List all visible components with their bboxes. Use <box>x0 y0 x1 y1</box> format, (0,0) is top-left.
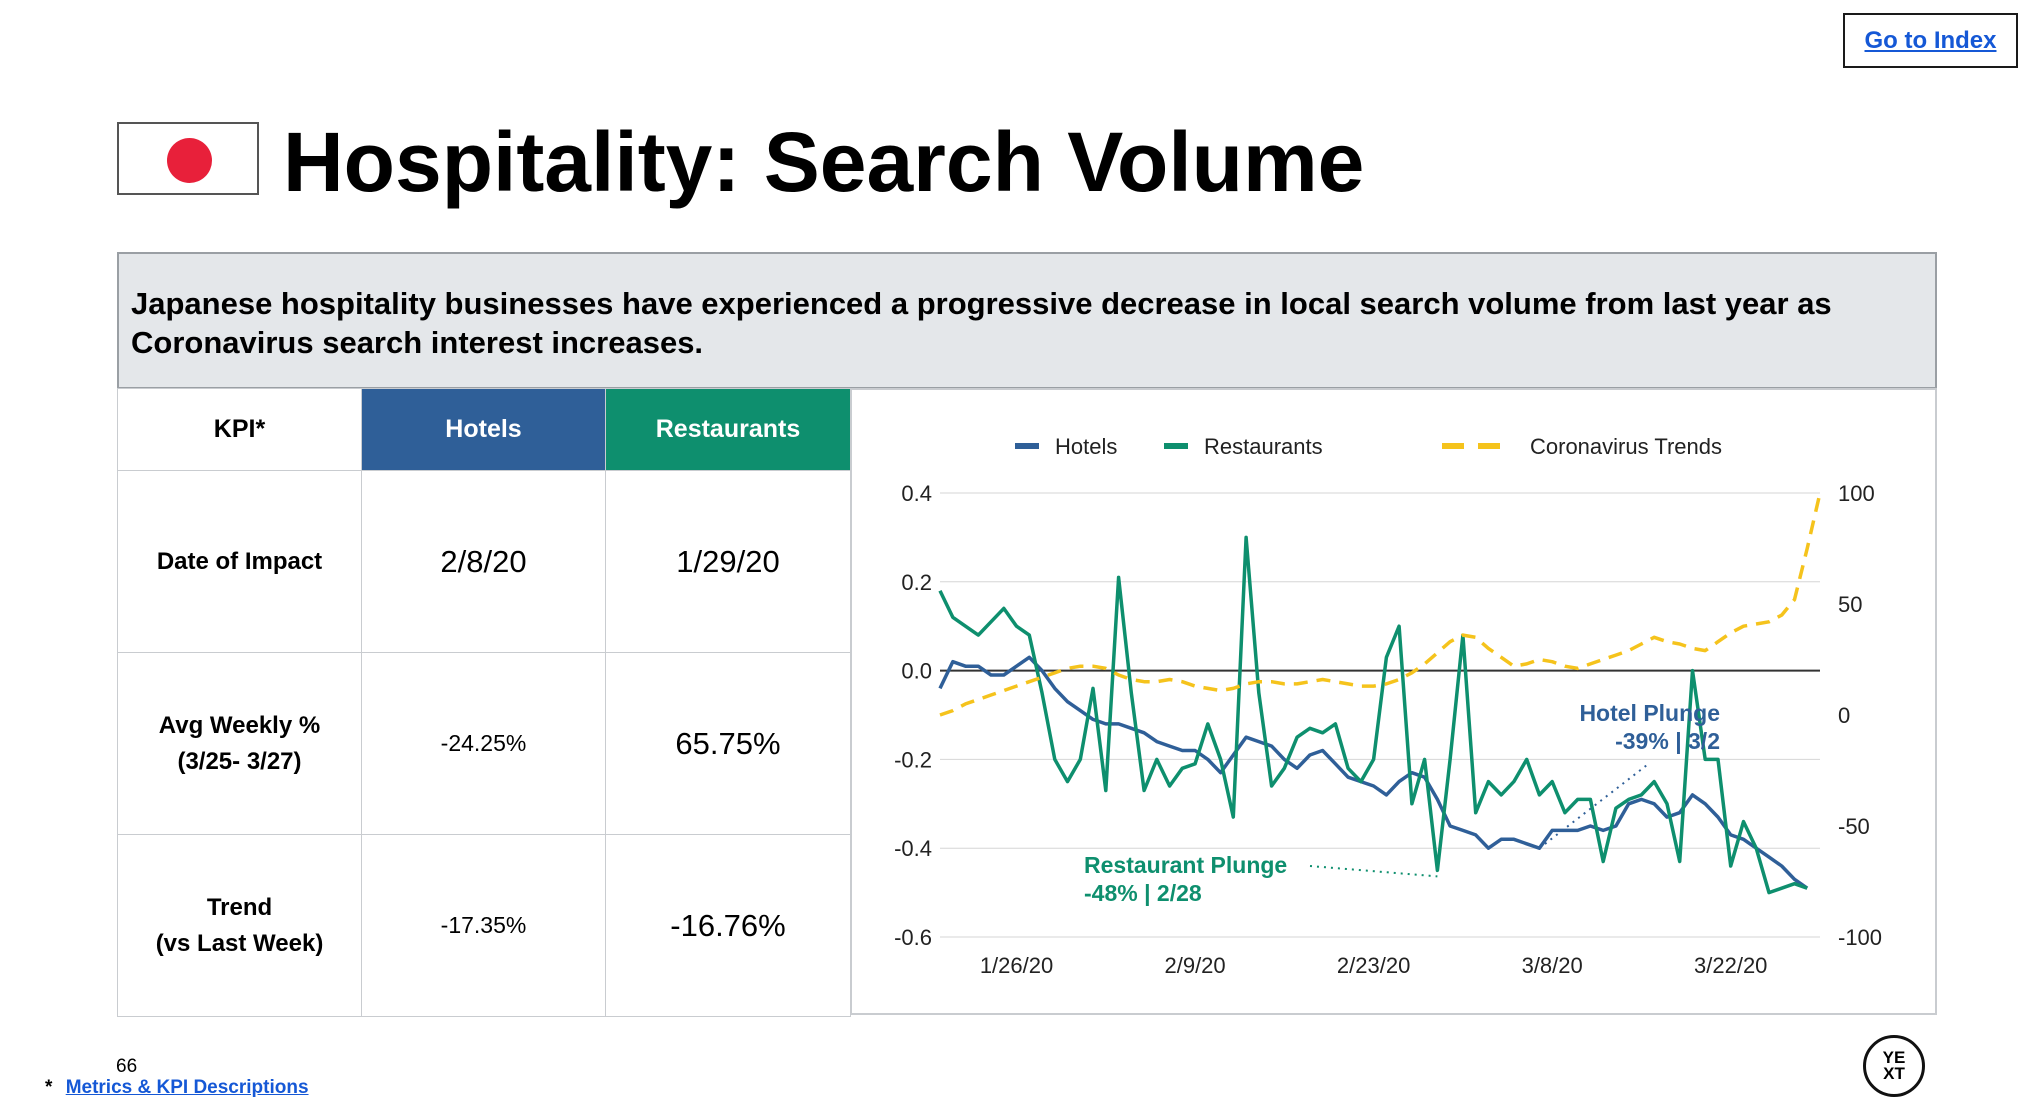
page-title: Hospitality: Search Volume <box>283 115 1365 209</box>
row-label-avg-weekly: Avg Weekly % (3/25- 3/27) <box>117 652 362 835</box>
table-row: Trend (vs Last Week) -17.35% -16.76% <box>117 834 851 1017</box>
go-to-index-link[interactable]: Go to Index <box>1864 26 1997 54</box>
flag-sun <box>167 138 212 183</box>
row-label-date-of-impact: Date of Impact <box>117 470 362 653</box>
table-row: Avg Weekly % (3/25- 3/27) -24.25% 65.75% <box>117 652 851 835</box>
y-left-tick-label: 0.4 <box>901 481 932 506</box>
hotel-plunge-label: Hotel Plunge <box>1579 700 1720 726</box>
y-right-tick-label: -50 <box>1838 814 1870 839</box>
series-line-restaurants <box>938 535 1808 895</box>
logo-text-bottom: XT <box>1883 1064 1905 1083</box>
legend-label: Restaurants <box>1204 434 1323 459</box>
kpi-header-row: KPI* Hotels Restaurants <box>117 388 851 471</box>
footnote: * Metrics & KPI Descriptions <box>45 1077 309 1099</box>
row-label-line1: Trend <box>206 893 273 921</box>
hotel-plunge-value: -39% | 3/2 <box>1615 728 1720 754</box>
chart-svg: 0.4 0.2 0.0 -0.2 -0.4 -0.6 100 50 0 -50 -100 1/26/2… <box>894 434 1882 978</box>
footnote-asterisk: * <box>45 1077 53 1098</box>
row-label-line2: (3/25- 3/27) <box>177 747 302 775</box>
hotels-trend: -17.35% <box>361 834 606 1017</box>
legend-label: Coronavirus Trends <box>1530 434 1722 459</box>
hotels-date-of-impact: 2/8/20 <box>361 470 606 653</box>
hotels-header: Hotels <box>361 388 606 471</box>
restaurants-avg-weekly: 65.75% <box>605 652 851 835</box>
page-number: 66 <box>116 1056 138 1077</box>
y-right-tick-label: 0 <box>1838 703 1850 728</box>
row-label-line1: Avg Weekly % <box>158 711 321 739</box>
go-to-index-button[interactable]: Go to Index <box>1843 13 2018 68</box>
hotel-plunge-leader <box>1538 764 1648 849</box>
y-left-tick-label: 0.0 <box>901 659 932 684</box>
table-row: Date of Impact 2/8/20 1/29/20 <box>117 470 851 653</box>
y-right-tick-label: -100 <box>1838 925 1882 950</box>
y-left-tick-label: 0.2 <box>901 570 932 595</box>
restaurant-plunge-value: -48% | 2/28 <box>1084 880 1202 906</box>
restaurant-plunge-label: Restaurant Plunge <box>1084 852 1287 878</box>
restaurants-header: Restaurants <box>605 388 851 471</box>
series-line-hotels <box>938 655 1809 890</box>
series-line-coronavirus-trends <box>939 492 1822 717</box>
y-right-tick-label: 50 <box>1838 592 1862 617</box>
row-label-trend: Trend (vs Last Week) <box>117 834 362 1017</box>
x-tick-label: 3/8/20 <box>1522 953 1583 978</box>
y-right-tick-label: 100 <box>1838 481 1875 506</box>
japan-flag-icon <box>117 122 259 195</box>
hotels-avg-weekly: -24.25% <box>361 652 606 835</box>
x-tick-label: 2/23/20 <box>1337 953 1410 978</box>
y-left-tick-label: -0.4 <box>894 836 932 861</box>
restaurants-date-of-impact: 1/29/20 <box>605 470 851 653</box>
x-tick-label: 1/26/20 <box>980 953 1053 978</box>
x-tick-label: 2/9/20 <box>1164 953 1225 978</box>
restaurants-trend: -16.76% <box>605 834 851 1017</box>
restaurant-plunge-leader <box>1309 865 1438 878</box>
row-label-line2: (vs Last Week) <box>155 929 324 957</box>
kpi-table: KPI* Hotels Restaurants Date of Impact 2… <box>117 388 851 1017</box>
kpi-header: KPI* <box>117 388 362 471</box>
yext-logo: YE XT <box>1863 1035 1925 1097</box>
search-volume-chart: 0.4 0.2 0.0 -0.2 -0.4 -0.6 100 50 0 -50 -100 1/26/2… <box>850 388 1937 1015</box>
legend-label: Hotels <box>1055 434 1117 459</box>
y-left-tick-label: -0.2 <box>894 747 932 772</box>
x-tick-label: 3/22/20 <box>1694 953 1767 978</box>
summary-banner: Japanese hospitality businesses have exp… <box>117 252 1937 389</box>
logo-text-top: YE <box>1882 1048 1906 1067</box>
y-left-tick-label: -0.6 <box>894 925 932 950</box>
metrics-kpi-link[interactable]: Metrics & KPI Descriptions <box>65 1077 309 1098</box>
